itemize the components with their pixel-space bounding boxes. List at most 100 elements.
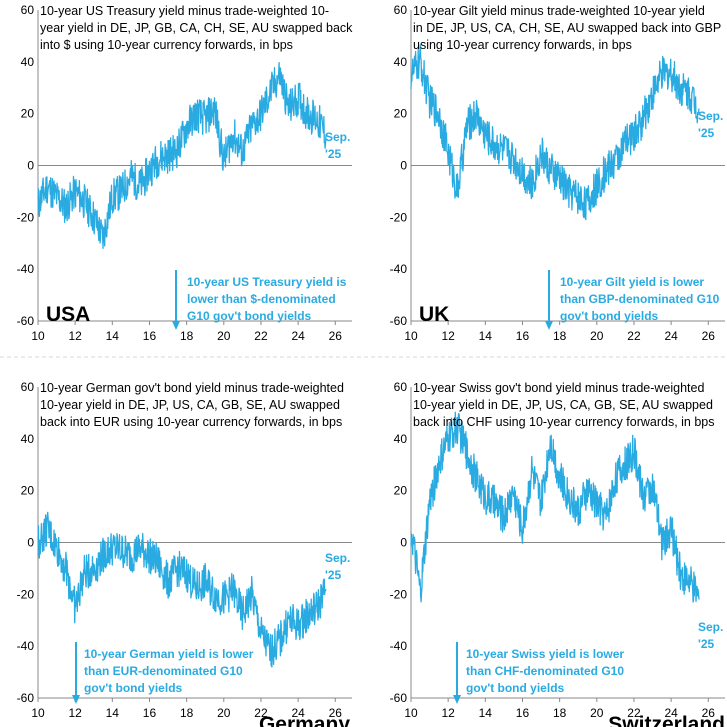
end-date-label: Sep. [698,620,723,634]
x-tick-label: 22 [254,329,268,343]
x-tick-label: 22 [627,706,641,720]
x-tick-label: 10 [404,706,418,720]
panel-switzerland: -60 -40 -20 0 20 40 60 10 12 14 16 18 20 22 24 26 10-yea… [390,380,725,727]
x-tick-label: 12 [68,706,82,720]
annotation-text: G10 gov't bond yields [187,309,312,323]
y-tick-label: -20 [390,587,408,601]
end-date-label: '25 [698,126,715,140]
country-label: USA [46,303,90,326]
chart-title-line: into $ using 10-year currency forwards, … [40,38,293,52]
y-tick-label: -60 [17,314,35,328]
annotation-text: gov't bond yields [84,681,183,695]
x-tick-label: 24 [664,329,678,343]
country-label: UK [419,303,449,326]
y-tick-label: 60 [394,380,408,394]
annotation-text: gov't bond yields [466,681,565,695]
y-tick-label: 20 [21,484,35,498]
y-tick-label: -60 [390,314,408,328]
chart-title-line: 10-year US Treasury yield minus trade-we… [40,4,329,18]
annotation-text: 10-year US Treasury yield is [187,275,347,289]
y-tick-label: 40 [21,432,35,446]
annotation-text: gov't bond yields [560,309,659,323]
y-tick-label: -40 [390,262,408,276]
y-tick-label: 40 [21,55,35,69]
x-tick-label: 20 [217,706,231,720]
x-tick-label: 10 [31,706,45,720]
chart-title-line: back into CHF using 10-year currency for… [413,415,715,429]
y-tick-label: 40 [394,55,408,69]
panel-usa: -60 -40 -20 0 20 40 60 10 12 14 16 18 20 22 24 26 10-yea… [17,3,353,343]
x-tick-label: 12 [441,706,455,720]
x-tick-label: 10 [404,329,418,343]
y-tick-label: -60 [17,691,35,705]
x-tick-label: 18 [180,329,194,343]
y-tick-label: -40 [17,262,35,276]
series-line [410,411,700,603]
series-line [410,44,700,221]
x-tick-label: 20 [590,329,604,343]
x-tick-label: 10 [31,329,45,343]
y-tick-label: 20 [21,107,35,121]
end-date-label: Sep. [698,109,723,123]
annotation-text: 10-year German yield is lower [84,647,254,661]
annotation-text: lower than $-denominated [187,292,336,306]
x-tick-label: 22 [627,329,641,343]
x-tick-label: 14 [479,706,493,720]
y-tick-label: -20 [390,210,408,224]
chart-title-line: back into EUR using 10-year currency for… [40,415,342,429]
x-tick-label: 14 [106,706,120,720]
x-tick-label: 18 [553,706,567,720]
x-tick-label: 20 [590,706,604,720]
end-date-label: Sep. [325,130,350,144]
x-tick-label: 26 [702,706,716,720]
y-tick-label: 20 [394,107,408,121]
country-label: Germany [259,713,350,727]
x-tick-label: 16 [516,329,530,343]
country-label: Switzerland [608,713,725,727]
annotation-text: 10-year Gilt yield is lower [560,275,704,289]
y-tick-label: 0 [400,536,407,550]
x-tick-label: 26 [702,329,716,343]
x-tick-label: 26 [329,329,343,343]
x-tick-label: 20 [217,329,231,343]
annotation-text: than EUR-denominated G10 [84,664,243,678]
x-tick-label: 16 [516,706,530,720]
x-tick-label: 16 [143,329,157,343]
end-date-label: '25 [325,568,342,582]
annotation-arrow-head [72,695,80,704]
y-tick-label: -60 [390,691,408,705]
end-date-label: '25 [698,637,715,651]
panel-uk: -60 -40 -20 0 20 40 60 10 12 14 16 18 20 22 24 26 10-yea… [390,3,725,343]
annotation-text: 10-year Swiss yield is lower [466,647,624,661]
chart-title-line: using 10-year currency forwards, in bps [413,38,632,52]
chart-title-line: 10-year German gov't bond yield minus tr… [40,381,344,395]
y-tick-label: 40 [394,432,408,446]
annotation-arrow-head [545,321,553,330]
annotation-arrow-head [453,695,461,704]
x-tick-label: 12 [441,329,455,343]
x-tick-label: 22 [254,706,268,720]
annotation-arrow-head [172,321,180,330]
y-tick-label: 0 [400,159,407,173]
chart-title-line: 10-year Gilt yield minus trade-weighted … [413,4,705,18]
x-tick-label: 18 [553,329,567,343]
x-tick-label: 24 [664,706,678,720]
y-tick-label: 0 [27,536,34,550]
chart-title-line: in DE, JP, US, CA, CH, SE, AU swapped ba… [413,21,721,35]
x-tick-label: 14 [479,329,493,343]
x-tick-label: 12 [68,329,82,343]
y-tick-label: 60 [21,380,35,394]
y-tick-label: 20 [394,484,408,498]
x-tick-label: 18 [180,706,194,720]
x-tick-label: 24 [291,706,305,720]
annotation-text: than GBP-denominated G10 [560,292,720,306]
y-tick-label: -20 [17,587,35,601]
y-tick-label: -40 [390,639,408,653]
end-date-label: '25 [325,147,342,161]
x-tick-label: 24 [291,329,305,343]
chart-title-line: 10-year Swiss gov't bond yield minus tra… [413,381,704,395]
end-date-label: Sep. [325,551,350,565]
y-tick-label: 60 [21,3,35,17]
x-tick-label: 14 [106,329,120,343]
